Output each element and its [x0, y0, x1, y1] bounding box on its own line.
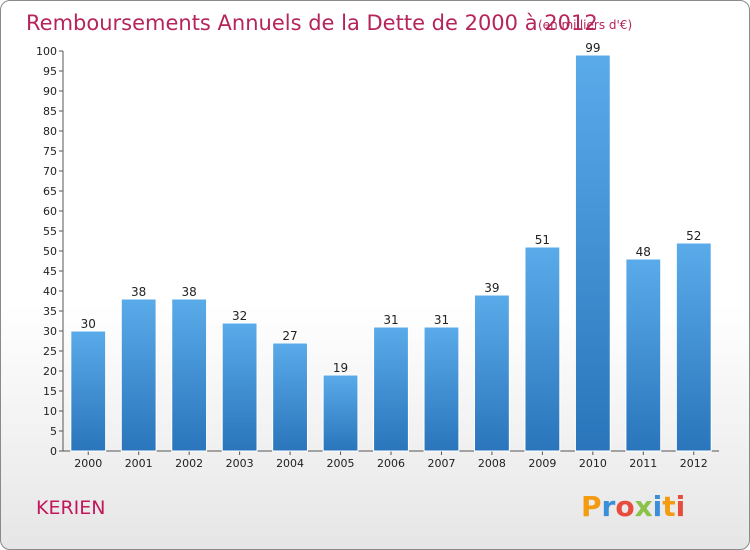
bar-2010 [574, 54, 611, 452]
x-tick-label: 2004 [276, 457, 304, 470]
x-tick-label: 2011 [629, 457, 657, 470]
y-tick-label: 35 [43, 305, 57, 318]
value-label-2002: 38 [182, 285, 197, 299]
value-label-2012: 52 [686, 229, 701, 243]
x-tick-label: 2005 [327, 457, 355, 470]
bar-2012 [675, 242, 712, 452]
y-tick-label: 20 [43, 365, 57, 378]
logo-letter: i [653, 490, 663, 523]
y-tick-label: 50 [43, 245, 57, 258]
x-tick-label: 2003 [226, 457, 254, 470]
y-tick-label: 90 [43, 85, 57, 98]
proxiti-logo: Proxiti [581, 490, 685, 523]
y-axis: 0 5 10 15 20 25 30 35 40 45 50 55 60 65 70 75 80 85 90 95 10… [36, 45, 64, 458]
logo-letter: t [662, 490, 675, 523]
value-label-2007: 31 [434, 313, 449, 327]
y-tick-label: 65 [43, 185, 57, 198]
bar-2003 [221, 322, 258, 452]
x-axis: 2000 2001 2002 2003 2004 2005 2006 2007 2008 2009… [63, 450, 719, 470]
x-tick-label: 2010 [579, 457, 607, 470]
value-label-2005: 19 [333, 361, 348, 375]
y-tick-label: 95 [43, 65, 57, 78]
bar-2000 [70, 330, 107, 452]
bar-2011 [625, 258, 662, 452]
y-tick-label: 25 [43, 345, 57, 358]
x-tick-label: 2009 [528, 457, 556, 470]
x-tick-label: 2012 [680, 457, 708, 470]
value-label-2001: 38 [131, 285, 146, 299]
bar-2001 [120, 298, 157, 452]
x-tick-label: 2002 [175, 457, 203, 470]
value-label-2011: 48 [636, 245, 651, 259]
y-tick-label: 0 [50, 445, 57, 458]
y-tick-label: 40 [43, 285, 57, 298]
x-tick-label: 2000 [74, 457, 102, 470]
value-label-2006: 31 [383, 313, 398, 327]
x-tick-label: 2007 [427, 457, 455, 470]
value-label-2003: 32 [232, 309, 247, 323]
y-tick-label: 60 [43, 205, 57, 218]
y-tick-label: 30 [43, 325, 57, 338]
logo-letter: P [581, 490, 602, 523]
y-tick-label: 55 [43, 225, 57, 238]
logo-letter: i [676, 490, 686, 523]
x-tick-label: 2006 [377, 457, 405, 470]
y-tick-label: 75 [43, 145, 57, 158]
value-labels: 30 38 38 32 27 19 31 31 39 51 99 48 52 [81, 41, 702, 375]
bar-2004 [272, 342, 308, 452]
y-tick-label: 45 [43, 265, 57, 278]
y-tick-label: 80 [43, 125, 57, 138]
logo-letter: x [635, 490, 653, 523]
y-tick-label: 70 [43, 165, 57, 178]
chart-unit-subtitle: (en milliers d'€) [538, 18, 632, 32]
y-tick-label: 10 [43, 405, 57, 418]
bar-2002 [171, 298, 208, 452]
bars [70, 54, 712, 452]
y-tick-label: 100 [36, 45, 57, 58]
y-tick-label: 85 [43, 105, 57, 118]
bar-2009 [524, 246, 561, 452]
bar-2005 [322, 374, 359, 452]
value-label-2008: 39 [484, 281, 499, 295]
value-label-2010: 99 [585, 41, 600, 55]
bar-2008 [474, 294, 510, 452]
x-tick-label: 2008 [478, 457, 506, 470]
bar-2007 [423, 326, 460, 452]
commune-name: KERIEN [36, 497, 106, 519]
logo-letter: r [602, 490, 616, 523]
y-tick-label: 15 [43, 385, 57, 398]
value-label-2009: 51 [535, 233, 550, 247]
bar-2006 [373, 326, 409, 452]
x-tick-label: 2001 [125, 457, 153, 470]
value-label-2004: 27 [282, 329, 297, 343]
value-label-2000: 30 [81, 317, 96, 331]
y-tick-label: 5 [50, 425, 57, 438]
logo-letter: o [615, 490, 634, 523]
chart-title: Remboursements Annuels de la Dette de 20… [26, 11, 598, 35]
